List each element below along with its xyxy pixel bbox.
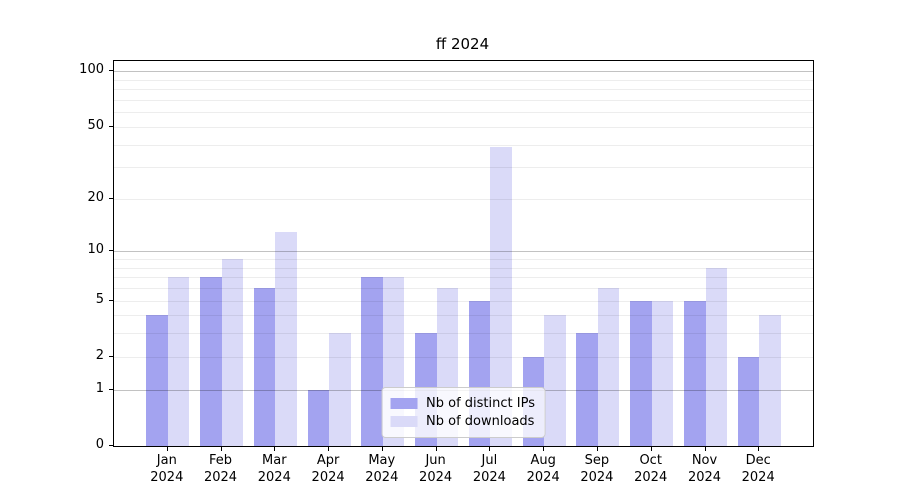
bar-distinct-ips [630, 300, 652, 446]
gridline-minor [114, 198, 813, 200]
bar-downloads [221, 259, 243, 446]
gridline-minor [114, 300, 813, 302]
bar-downloads [705, 267, 727, 446]
bar-distinct-ips [146, 315, 168, 446]
gridline-minor [114, 126, 813, 128]
x-tick-label: Mar 2024 [257, 453, 291, 485]
gridline-minor [114, 356, 813, 358]
gridline-minor [114, 99, 813, 101]
x-tick-label: May 2024 [365, 453, 399, 485]
x-tick-label: Aug 2024 [526, 453, 560, 485]
y-tick-label: 50 [87, 117, 104, 133]
x-tick-label: Apr 2024 [311, 453, 345, 485]
bar-distinct-ips [684, 300, 706, 446]
x-tick-mark [328, 447, 330, 451]
bar-downloads [329, 333, 351, 446]
legend: Nb of distinct IPs Nb of downloads [381, 387, 546, 438]
x-tick-mark [220, 447, 222, 451]
gridline-minor [114, 267, 813, 269]
legend-swatch-downloads [390, 416, 418, 427]
bar-downloads [544, 315, 566, 446]
gridline-minor [114, 144, 813, 146]
y-tick-label: 20 [87, 189, 104, 205]
gridline-minor [114, 259, 813, 260]
x-tick-mark [543, 447, 545, 451]
x-tick-label: Sep 2024 [580, 453, 614, 485]
gridline-major [114, 71, 813, 73]
x-tick-label: Nov 2024 [687, 453, 722, 485]
y-tick-label: 100 [79, 62, 104, 78]
y-tick-label: 5 [95, 291, 104, 307]
x-tick-label: Dec 2024 [741, 453, 775, 485]
bar-distinct-ips [307, 389, 330, 446]
bar-distinct-ips [576, 333, 598, 446]
x-tick-mark [166, 447, 168, 451]
legend-label-downloads: Nb of downloads [426, 414, 535, 429]
x-tick-mark [650, 447, 652, 451]
x-tick-label: Jan 2024 [150, 453, 184, 485]
gridline-minor [114, 288, 813, 289]
bar-distinct-ips [253, 288, 276, 446]
x-tick-mark [758, 447, 760, 451]
legend-swatch-distinct-ips [390, 398, 418, 409]
bar-downloads [651, 300, 674, 446]
bar-distinct-ips [200, 277, 222, 446]
legend-item-distinct-ips: Nb of distinct IPs [390, 396, 535, 411]
y-tick-label: 0 [95, 437, 104, 452]
x-tick-label: Feb 2024 [203, 453, 238, 485]
bar-downloads [167, 277, 190, 446]
plot-area: Nb of distinct IPs Nb of downloads [113, 60, 814, 447]
gridline-minor [114, 333, 813, 335]
y-tick-label: 10 [87, 242, 104, 258]
x-tick-mark [704, 447, 706, 451]
x-tick-label: Oct 2024 [634, 453, 668, 485]
chart-title: ff 2024 [435, 35, 490, 53]
gridline-minor [114, 79, 813, 81]
bar-distinct-ips [361, 277, 383, 446]
gridline-minor [114, 112, 813, 114]
gridline-minor [114, 277, 813, 279]
y-tick-label: 2 [95, 347, 104, 363]
bar-downloads [275, 231, 297, 446]
x-tick-label: Jul 2024 [472, 453, 506, 485]
x-tick-mark [274, 447, 276, 451]
x-tick-mark [381, 447, 383, 451]
gridline-major [114, 251, 813, 253]
y-tick-label: 1 [95, 380, 104, 396]
bar-distinct-ips [737, 356, 760, 446]
gridline-minor [114, 89, 813, 91]
x-tick-mark [489, 447, 491, 451]
gridline-minor [114, 167, 813, 169]
bar-downloads [759, 315, 781, 446]
x-tick-label: Jun 2024 [419, 453, 453, 485]
gridline-minor [114, 315, 813, 317]
legend-label-distinct-ips: Nb of distinct IPs [426, 396, 535, 411]
x-tick-mark [435, 447, 437, 451]
bar-downloads [597, 288, 620, 446]
x-tick-mark [596, 447, 598, 451]
legend-item-downloads: Nb of downloads [390, 414, 535, 429]
